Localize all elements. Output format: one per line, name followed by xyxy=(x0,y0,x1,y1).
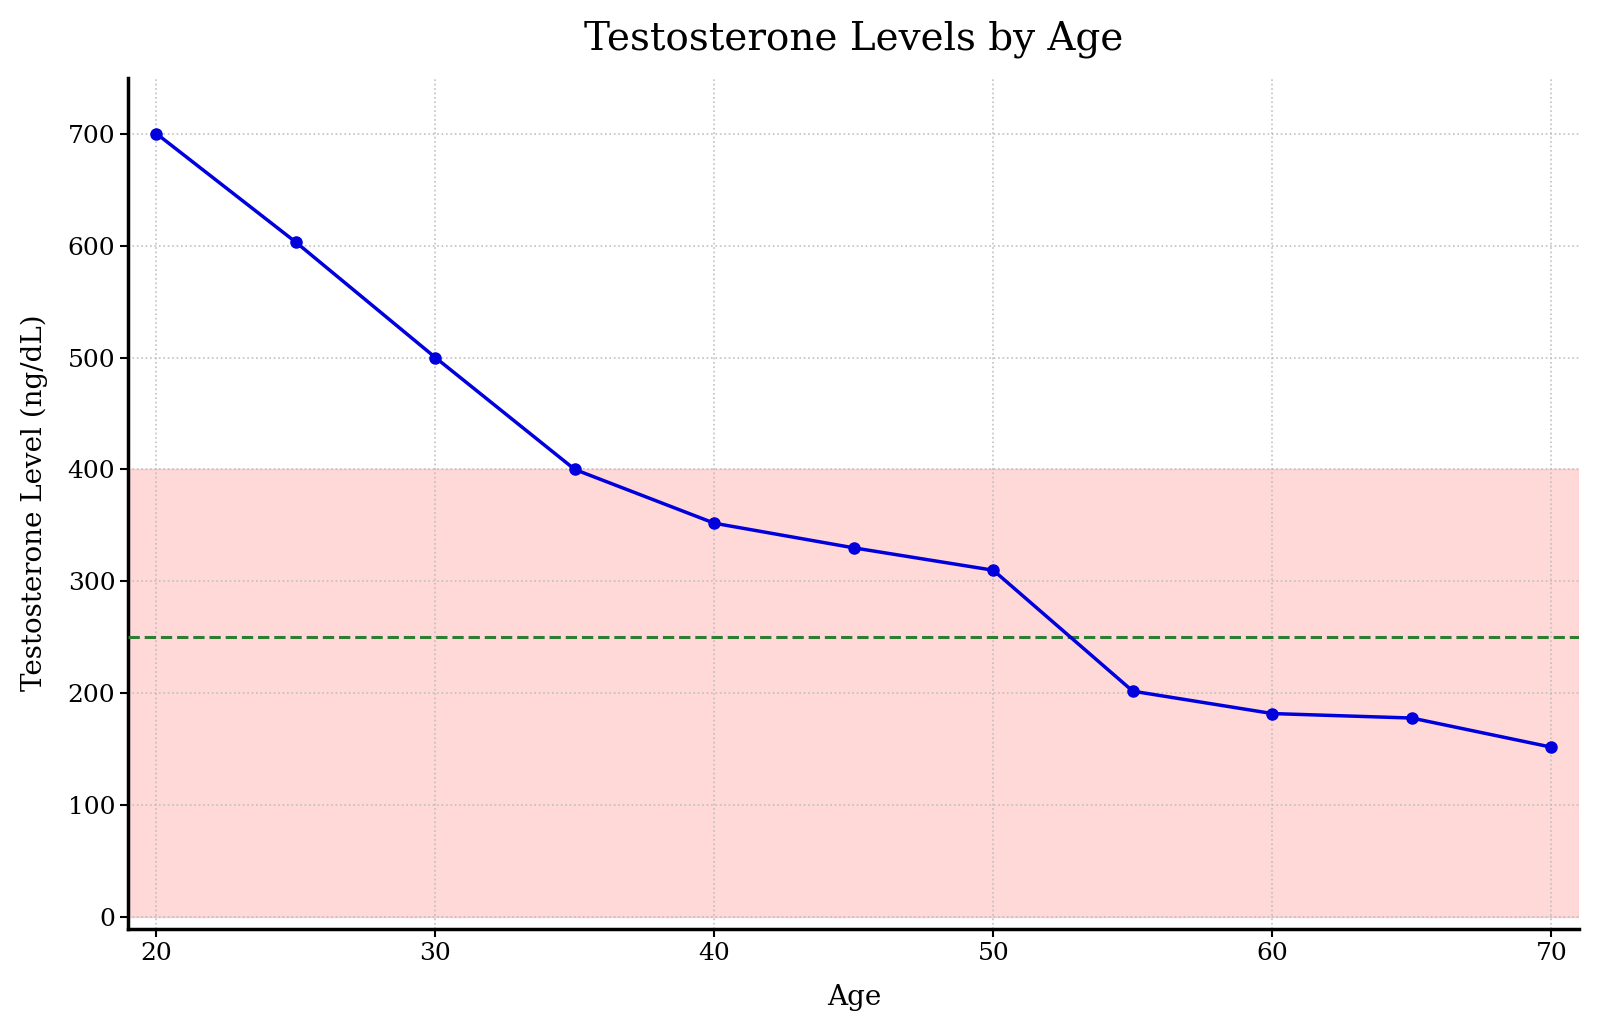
X-axis label: Age: Age xyxy=(827,985,882,1011)
Y-axis label: Testosterone Level (ng/dL): Testosterone Level (ng/dL) xyxy=(21,315,48,691)
Title: Testosterone Levels by Age: Testosterone Levels by Age xyxy=(584,21,1123,59)
Bar xyxy=(128,470,1579,917)
